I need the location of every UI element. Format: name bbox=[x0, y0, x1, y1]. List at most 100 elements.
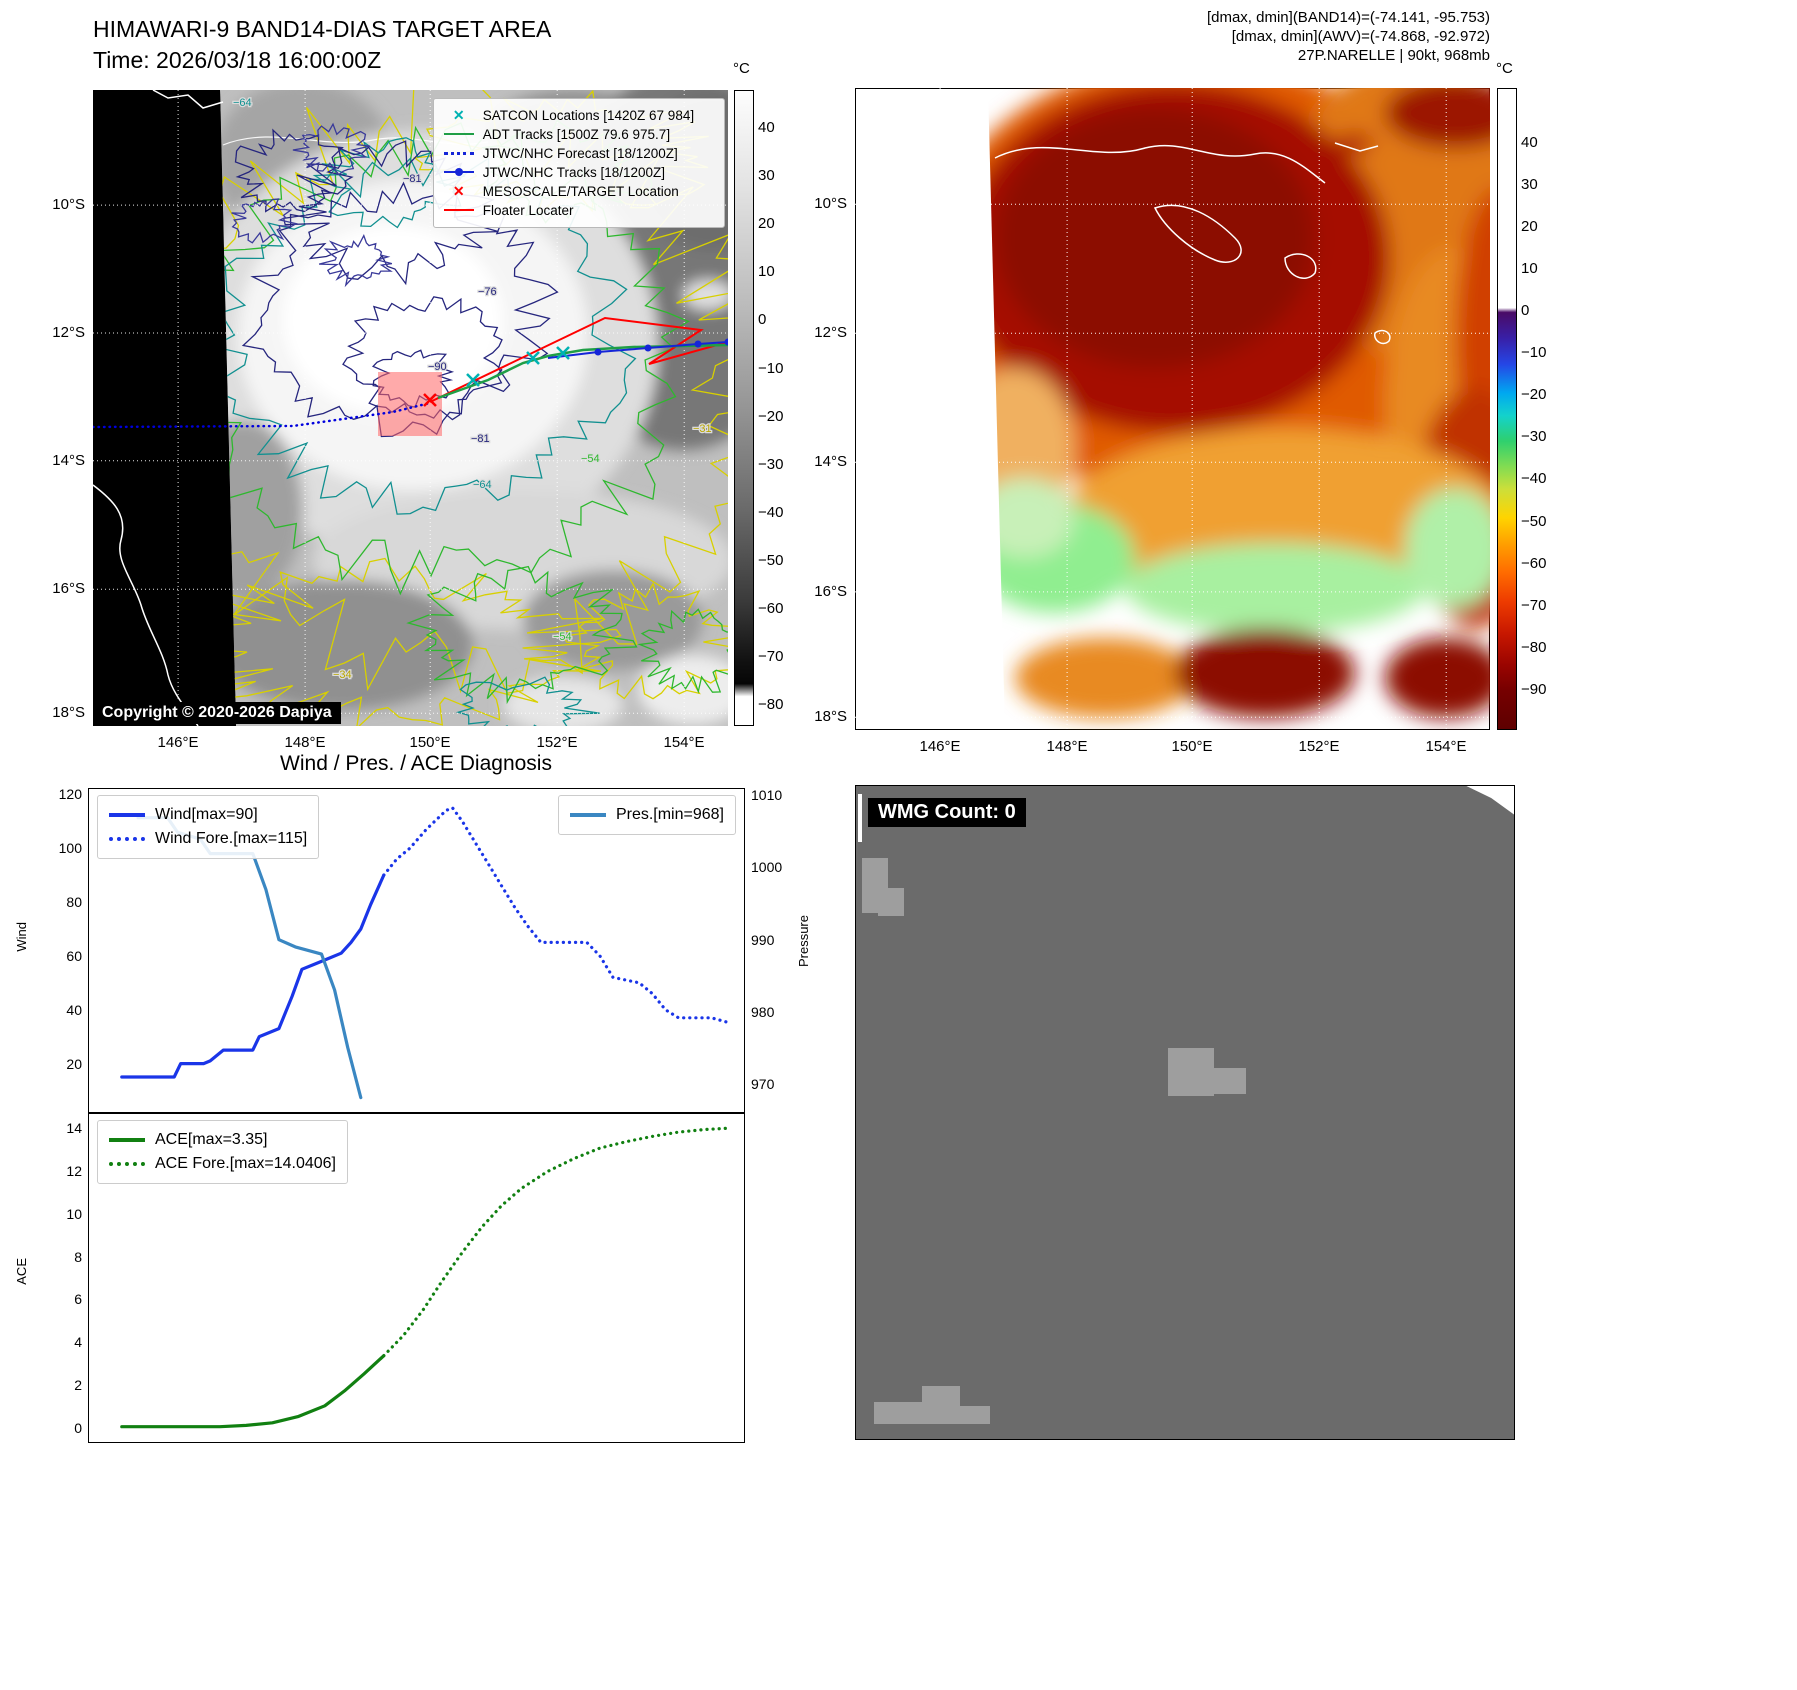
contour-value-label: −31 bbox=[693, 423, 712, 435]
legend-item-wind: Wind[max=90] bbox=[109, 803, 307, 827]
legend-item-track: JTWC/NHC Tracks [18/1200Z] bbox=[443, 163, 715, 182]
legend-item-floater: Floater Locater bbox=[443, 201, 715, 220]
cbar-tick: −10 bbox=[758, 360, 784, 377]
cbar-tick: −70 bbox=[758, 648, 784, 665]
ace-forecast-line-icon bbox=[109, 1162, 145, 1166]
line-icon bbox=[443, 209, 475, 212]
wind-tick: 80 bbox=[66, 894, 82, 910]
legend-item-forecast: JTWC/NHC Forecast [18/1200Z] bbox=[443, 144, 715, 163]
wind-tick: 60 bbox=[66, 948, 82, 964]
pressure-line-icon bbox=[569, 813, 606, 817]
mesoscale-target-box bbox=[378, 372, 442, 436]
contour-line bbox=[234, 128, 354, 213]
lat-tick: 16°S bbox=[814, 583, 847, 600]
contour-value-label: −90 bbox=[428, 361, 447, 373]
lon-tick: 152°E bbox=[536, 734, 578, 751]
contour-line bbox=[220, 557, 622, 726]
wind-tick: 40 bbox=[66, 1002, 82, 1018]
ace-legend: ACE[max=3.35] ACE Fore.[max=14.0406] bbox=[97, 1120, 348, 1184]
cbar-tick: 0 bbox=[1521, 302, 1530, 319]
colorbar-unit-label: °C bbox=[733, 60, 750, 77]
wind-axis-label: Wind bbox=[14, 922, 29, 952]
legend-label: JTWC/NHC Forecast [18/1200Z] bbox=[482, 145, 678, 161]
series-wind-fore-max-115- bbox=[382, 806, 733, 1025]
pressure-tick: 990 bbox=[751, 932, 775, 948]
lat-tick: 18°S bbox=[814, 708, 847, 725]
contour-value-label: −64 bbox=[233, 97, 252, 109]
contour-line bbox=[318, 233, 393, 288]
wmg-patch bbox=[874, 1402, 932, 1424]
cbar-tick: −80 bbox=[758, 696, 784, 713]
contour-line bbox=[637, 608, 728, 694]
copyright-text: Copyright © 2020-2026 Dapiya bbox=[93, 702, 341, 724]
wmg-patch bbox=[1466, 786, 1514, 816]
cbar-tick: 20 bbox=[1521, 218, 1538, 235]
cbar-tick: 0 bbox=[758, 311, 767, 328]
line-dot-icon bbox=[443, 171, 475, 174]
tl-title-line1: HIMAWARI-9 BAND14-DIAS TARGET AREA bbox=[93, 16, 552, 42]
legend-label: Floater Locater bbox=[482, 202, 574, 218]
cbar-tick: −10 bbox=[1521, 344, 1547, 361]
lon-tick: 148°E bbox=[1046, 738, 1088, 755]
cbar-tick: −50 bbox=[758, 552, 784, 569]
lon-tick: 154°E bbox=[663, 734, 705, 751]
x-marker-icon: ✕ bbox=[452, 182, 465, 199]
lon-tick: 152°E bbox=[1298, 738, 1340, 755]
tr-header: [dmax, dmin](BAND14)=(-74.141, -95.753) … bbox=[990, 8, 1490, 65]
cbar-tick: −60 bbox=[758, 600, 784, 617]
contour-line bbox=[342, 296, 503, 421]
cbar-tick: −20 bbox=[758, 408, 784, 425]
legend-item-satcon: ✕ SATCON Locations [1420Z 67 984] bbox=[443, 106, 715, 125]
dmax-dmin-band14: [dmax, dmin](BAND14)=(-74.141, -95.753) bbox=[1206, 9, 1490, 26]
coastline bbox=[93, 484, 199, 726]
pressure-legend: Pres.[min=968] bbox=[557, 795, 736, 835]
contour-value-label: −81 bbox=[471, 433, 490, 445]
cbar-tick: −80 bbox=[1521, 639, 1547, 656]
chart-canvas bbox=[120, 1126, 733, 1429]
legend-label: ACE Fore.[max=14.0406] bbox=[155, 1155, 336, 1172]
legend-label: MESOSCALE/TARGET Location bbox=[482, 183, 679, 199]
mesoscale-marker bbox=[423, 393, 437, 407]
ace-tick: 6 bbox=[74, 1291, 82, 1307]
diagnosis-title: Wind / Pres. / ACE Diagnosis bbox=[280, 752, 552, 775]
wind-line-icon bbox=[109, 813, 145, 817]
cbar-tick: 30 bbox=[758, 167, 775, 184]
cbar-tick: −50 bbox=[1521, 513, 1547, 530]
adt-track-line bbox=[437, 343, 728, 400]
dotted-line-icon bbox=[443, 151, 475, 155]
contour-value-label: −54 bbox=[581, 453, 600, 465]
lon-tick: 148°E bbox=[284, 734, 326, 751]
cbar-tick: 10 bbox=[758, 263, 775, 280]
pressure-axis-label: Pressure bbox=[796, 915, 811, 968]
contour-line bbox=[231, 198, 298, 244]
pressure-tick: 970 bbox=[751, 1076, 775, 1092]
cbar-tick: 40 bbox=[758, 119, 775, 136]
wind-legend: Wind[max=90] Wind Fore.[max=115] bbox=[97, 795, 320, 859]
ace-tick: 14 bbox=[66, 1120, 82, 1136]
enhanced-ir-map bbox=[855, 88, 1490, 730]
cbar-tick: −70 bbox=[1521, 597, 1547, 614]
cbar-tick: −60 bbox=[1521, 555, 1547, 572]
ace-tick: 4 bbox=[74, 1334, 82, 1350]
lon-tick: 146°E bbox=[919, 738, 961, 755]
legend-label: ADT Tracks [1500Z 79.6 975.7] bbox=[482, 126, 671, 142]
legend-item-wind-fore: Wind Fore.[max=115] bbox=[109, 827, 307, 851]
wind-tick: 120 bbox=[58, 786, 82, 802]
wmg-patch bbox=[858, 794, 862, 842]
contour-line bbox=[562, 582, 728, 700]
tl-title: HIMAWARI-9 BAND14-DIAS TARGET AREA Time:… bbox=[93, 14, 551, 76]
wmg-panel: WMG Count: 0 bbox=[855, 785, 1515, 1440]
cbar-tick: −40 bbox=[758, 504, 784, 521]
legend-item-adt: ADT Tracks [1500Z 79.6 975.7] bbox=[443, 125, 715, 144]
lat-tick: 14°S bbox=[814, 453, 847, 470]
ace-axis-label: ACE bbox=[14, 1258, 29, 1285]
lat-tick: 10°S bbox=[814, 195, 847, 212]
map-legend: ✕ SATCON Locations [1420Z 67 984] ADT Tr… bbox=[432, 97, 725, 228]
colorbar-unit-label: °C bbox=[1496, 60, 1513, 77]
contour-value-label: −64 bbox=[473, 479, 492, 491]
x-marker-icon: ✕ bbox=[452, 106, 465, 123]
legend-label: Pres.[min=968] bbox=[615, 806, 724, 823]
cloud-temperature-field bbox=[988, 88, 1490, 718]
cbar-tick: −20 bbox=[1521, 386, 1547, 403]
